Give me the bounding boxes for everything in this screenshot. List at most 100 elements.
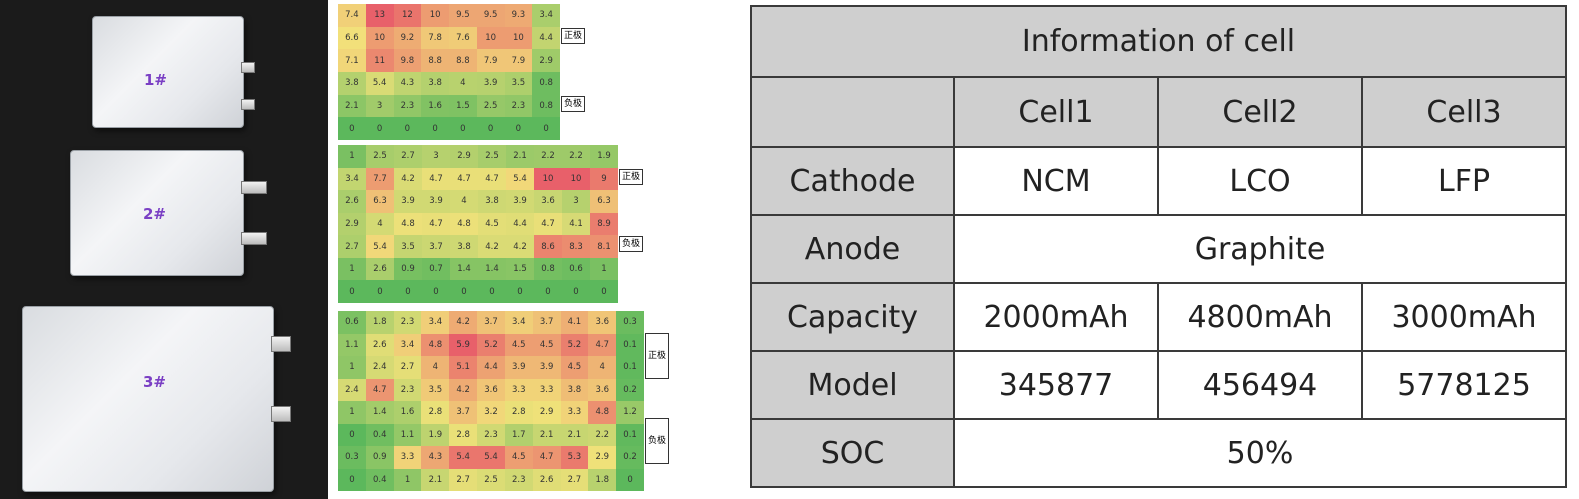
heatmap-cell: 6.3 bbox=[366, 190, 394, 213]
heatmap-cell: 4.4 bbox=[477, 356, 505, 379]
heatmap-1-positive-tag: 正极 bbox=[561, 28, 586, 44]
cell-3-label: 3# bbox=[143, 373, 167, 391]
heatmap-cell: 2.6 bbox=[366, 257, 394, 281]
heatmap-row: 3.4 7.7 4.2 4.7 4.7 4.7 5.4 10 10 9 bbox=[338, 167, 618, 191]
heatmap-row: 7.1 11 9.8 8.8 8.8 7.9 7.9 2.9 bbox=[338, 49, 560, 72]
heatmap-row: 2.7 5.4 3.5 3.7 3.8 4.2 4.2 8.6 8.3 8.1 bbox=[338, 235, 618, 258]
heatmap-cell: 2.9 bbox=[588, 446, 617, 469]
heatmap-cell: 0 bbox=[449, 117, 477, 140]
heatmap-cell: 4.4 bbox=[532, 26, 560, 50]
heatmap-cell: 2.2 bbox=[588, 423, 617, 446]
heatmap-cell: 3.3 bbox=[393, 446, 422, 469]
heatmap-cell: 0 bbox=[506, 280, 534, 303]
model-cell2: 456494 bbox=[1157, 350, 1363, 420]
heatmap-cell: 2.5 bbox=[477, 468, 505, 491]
heatmap-cell: 3 bbox=[365, 94, 394, 118]
heatmap-cell: 9.5 bbox=[449, 4, 477, 27]
heatmap-3-positive-tag: 正极 bbox=[645, 333, 670, 379]
heatmap-cell: 2.9 bbox=[532, 49, 560, 72]
heatmap-cell: 0.3 bbox=[338, 446, 366, 469]
heatmap-row: 1 2.5 2.7 3 2.9 2.5 2.1 2.2 2.2 1.9 bbox=[338, 145, 618, 168]
heatmap-cell: 2.8 bbox=[449, 423, 478, 446]
heatmap-cell: 5.9 bbox=[449, 333, 478, 356]
heatmap-1-negative-tag: 负极 bbox=[561, 96, 586, 112]
table-title: Information of cell bbox=[749, 5, 1568, 78]
heatmap-cell: 0 bbox=[478, 280, 506, 303]
heatmap-cell: 7.6 bbox=[449, 26, 477, 50]
heatmap-cell: 4 bbox=[366, 212, 394, 236]
row-label-cathode: Cathode bbox=[750, 146, 955, 216]
heatmap-cell: 2.7 bbox=[393, 356, 422, 379]
heatmap-cell: 2.7 bbox=[394, 145, 422, 168]
heatmap-cell: 0 bbox=[532, 117, 560, 140]
heatmap-cell: 3.9 bbox=[506, 190, 534, 213]
heatmap-cell: 0 bbox=[338, 423, 366, 446]
heatmap-cell-3: 0.6 1.8 2.3 3.4 4.2 3.7 3.4 3.7 4.1 3.6 0.3 1.1 2.6 3… bbox=[338, 311, 644, 491]
heatmap-cell: 3.4 bbox=[504, 311, 533, 334]
heatmap-cell: 1.2 bbox=[616, 401, 644, 424]
heatmap-row: 2.4 4.7 2.3 3.5 4.2 3.6 3.3 3.3 3.8 3.6 0.2 bbox=[338, 378, 644, 401]
heatmap-cell: 2.9 bbox=[450, 145, 478, 168]
heatmap-cell: 10 bbox=[562, 167, 590, 191]
heatmap-cell: 0.6 bbox=[338, 311, 366, 334]
heatmap-row: 0.3 0.9 3.3 4.3 5.4 5.4 4.5 4.7 5.3 2.9 0.2 bbox=[338, 446, 644, 469]
header-cell2: Cell2 bbox=[1157, 76, 1363, 148]
heatmap-cell: 2.6 bbox=[532, 468, 561, 491]
heatmap-row: 2.9 4 4.8 4.7 4.8 4.5 4.4 4.7 4.1 8.9 bbox=[338, 212, 618, 236]
heatmap-cell: 2.1 bbox=[421, 468, 450, 491]
heatmap-cell: 3.9 bbox=[504, 356, 533, 379]
heatmap-cell: 7.8 bbox=[421, 26, 449, 50]
heatmap-cell: 3.4 bbox=[338, 167, 366, 191]
heatmap-cell: 2.1 bbox=[560, 423, 589, 446]
heatmap-cell: 0 bbox=[534, 280, 562, 303]
heatmap-cell: 3.7 bbox=[532, 311, 561, 334]
heatmap-cell: 9.2 bbox=[393, 26, 422, 50]
heatmap-cell: 4.1 bbox=[562, 212, 590, 236]
heatmap-2-negative-tag: 负极 bbox=[619, 236, 644, 252]
heatmap-cell: 2.7 bbox=[449, 468, 478, 491]
heatmap-cell: 0 bbox=[393, 117, 422, 140]
heatmap-cell: 0 bbox=[504, 117, 533, 140]
heatmap-cell: 3.3 bbox=[504, 378, 533, 401]
heatmap-cell: 8.9 bbox=[590, 212, 618, 236]
heatmap-cell: 0 bbox=[476, 117, 505, 140]
heatmap-cell: 3.8 bbox=[478, 190, 506, 213]
heatmap-row: 1 2.6 0.9 0.7 1.4 1.4 1.5 0.8 0.6 1 bbox=[338, 257, 618, 281]
heatmap-cell: 3.5 bbox=[504, 71, 533, 95]
heatmap-cell: 4.2 bbox=[449, 378, 478, 401]
heatmap-cell: 4.5 bbox=[504, 333, 533, 356]
cell-photo: 1# 2# 3# bbox=[0, 0, 328, 499]
cell-2-tab-negative bbox=[241, 232, 267, 245]
heatmap-cell: 4.5 bbox=[560, 356, 589, 379]
heatmap-cell: 1.1 bbox=[393, 423, 422, 446]
heatmap-cell: 1.4 bbox=[450, 257, 478, 281]
heatmap-cell: 4.5 bbox=[532, 333, 561, 356]
heatmap-cell: 1.1 bbox=[338, 333, 366, 356]
cell-2-label: 2# bbox=[143, 205, 167, 223]
cathode-cell1: NCM bbox=[953, 146, 1159, 216]
capacity-cell1: 2000mAh bbox=[953, 282, 1159, 352]
heatmap-cell: 0.6 bbox=[562, 257, 590, 281]
heatmap-cell: 3.6 bbox=[588, 378, 617, 401]
heatmap-cell: 1.5 bbox=[449, 94, 477, 118]
heatmap-cell: 1.8 bbox=[588, 468, 617, 491]
heatmap-cell: 0.8 bbox=[532, 71, 560, 95]
heatmap-cell: 2.2 bbox=[562, 145, 590, 168]
heatmap-cell: 5.2 bbox=[477, 333, 505, 356]
heatmap-row: 6.6 10 9.2 7.8 7.6 10 10 4.4 bbox=[338, 26, 560, 50]
heatmap-cell: 4.7 bbox=[365, 378, 394, 401]
heatmap-cell: 0 bbox=[394, 280, 422, 303]
heatmap-cell: 4.8 bbox=[394, 212, 422, 236]
heatmap-row: 0 0.4 1.1 1.9 2.8 2.3 1.7 2.1 2.1 2.2 0.1 bbox=[338, 423, 644, 446]
cathode-cell2: LCO bbox=[1157, 146, 1363, 216]
heatmap-row: 1 2.4 2.7 4 5.1 4.4 3.9 3.9 4.5 4 0.1 bbox=[338, 356, 644, 379]
heatmap-cell: 4.7 bbox=[422, 167, 450, 191]
heatmap-cell: 0 bbox=[421, 117, 449, 140]
heatmap-cell: 6.3 bbox=[590, 190, 618, 213]
cell-2-tab-positive bbox=[241, 181, 267, 194]
heatmap-cell: 9 bbox=[590, 167, 618, 191]
heatmap-cell: 1.9 bbox=[590, 145, 618, 168]
heatmap-cell: 0.2 bbox=[616, 446, 644, 469]
heatmap-cell: 1.4 bbox=[478, 257, 506, 281]
heatmap-cell: 0.4 bbox=[365, 423, 394, 446]
